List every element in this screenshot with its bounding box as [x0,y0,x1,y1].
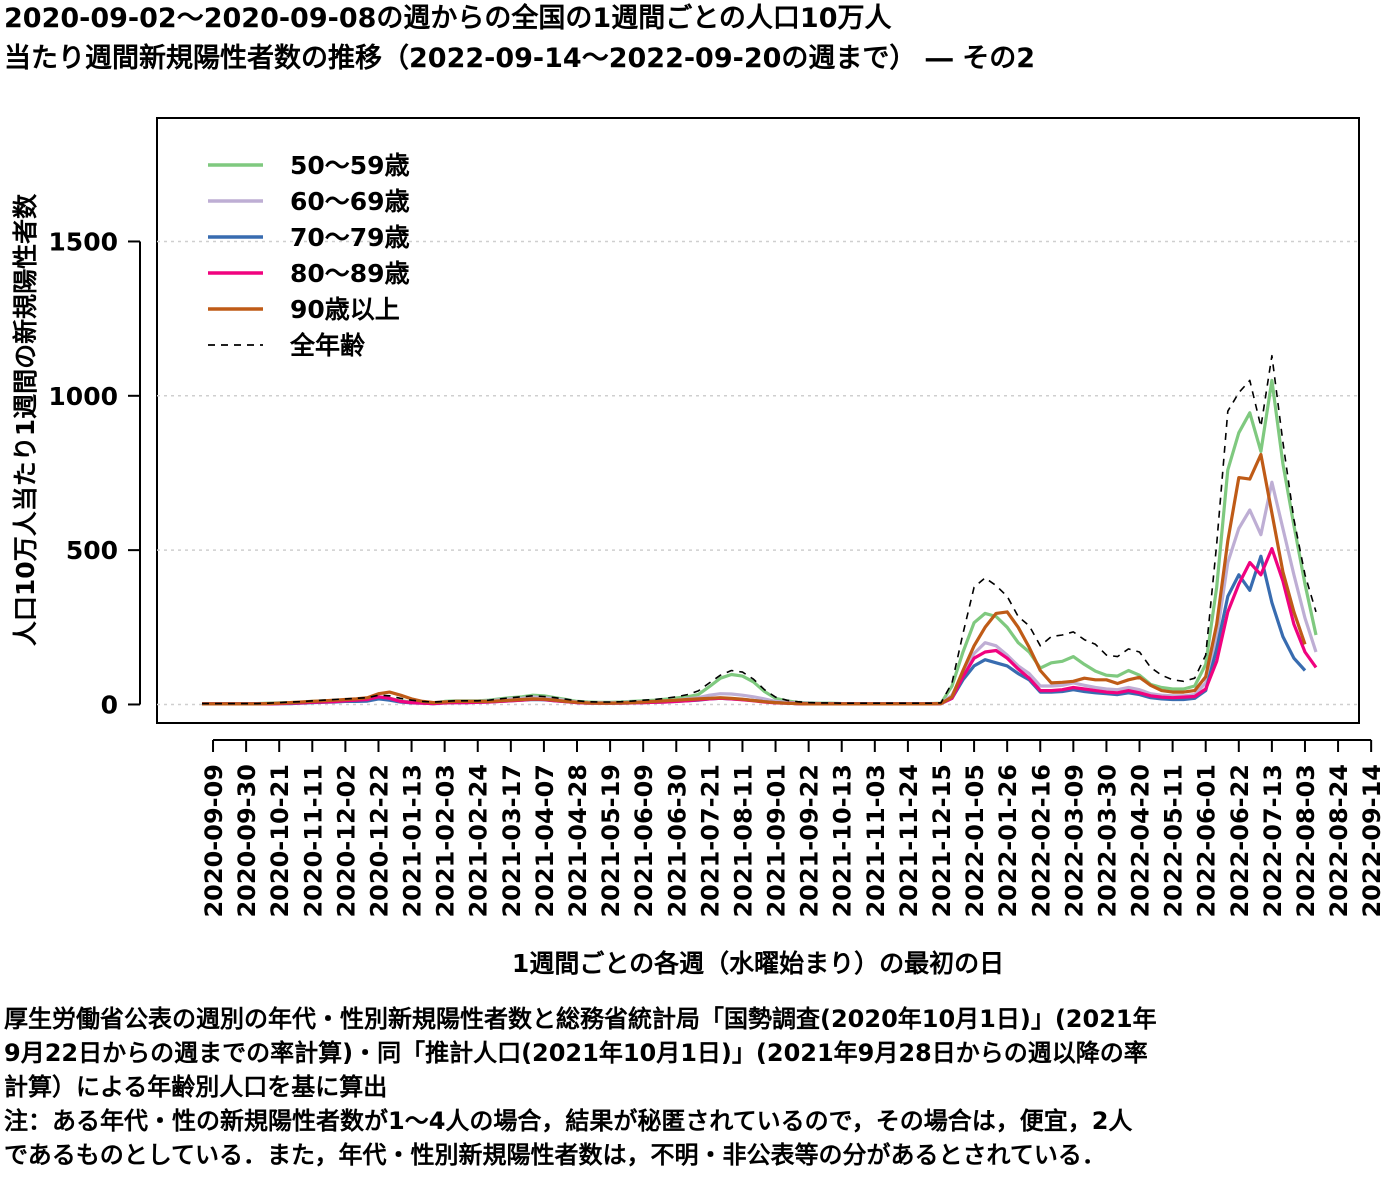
y-tick-label: 0 [101,690,118,719]
x-tick-label: 2021-08-11 [729,764,757,918]
x-axis-label: 1週間ごとの各週（水曜始まり）の最初の日 [512,949,1004,978]
x-tick-label: 2021-02-03 [432,764,460,918]
x-tick-label: 2021-10-13 [829,764,857,918]
legend-label: 60～69歳 [290,187,410,216]
x-tick-label: 2022-01-05 [961,764,989,918]
source-note-line-2: 9月22日からの週までの率計算)・同「推計人口(2021年10月1日)」(202… [4,1039,1148,1067]
chart-area: 0 500 1000 1500 2020-09-09 2020-09-30 2020-10… [11,117,1386,978]
y-axis: 0 500 1000 1500 [48,227,141,719]
x-tick-label: 2021-02-24 [465,764,493,918]
series-line-5 [202,354,1317,705]
x-tick-label: 2021-12-15 [928,764,956,918]
caveat-note-line-2: であるものとしている．また，年代・性別新規陽性者数は，不明・非公表等の分があると… [4,1141,1106,1169]
x-tick-label: 2022-02-16 [1027,764,1055,918]
y-axis-label: 人口10万人当たり1週間の新規陽性者数 [11,193,40,646]
x-tick-label: 2021-11-03 [862,764,890,918]
chart-title-line-2: 当たり週間新規陽性者数の推移（2022-09-14～2022-09-20の週まで… [4,43,1035,74]
x-tick-label: 2022-08-03 [1292,764,1320,918]
series-line-1 [202,480,1318,706]
legend-label: 80～89歳 [290,259,410,288]
x-axis: 2020-09-09 2020-09-30 2020-10-21 2020-11-11… [200,739,1386,918]
source-note-line-1: 厚生労働省公表の週別の年代・性別新規陽性者数と総務省統計局「国勢調査(2020年… [4,1005,1157,1033]
x-tick-label: 2021-05-19 [597,764,625,918]
series-line-4 [202,452,1307,706]
x-tick-label: 2021-06-30 [663,764,691,918]
x-tick-label: 2022-06-22 [1226,764,1254,918]
x-tick-label: 2021-09-01 [763,764,791,918]
y-tick-label: 1000 [48,382,118,411]
grid-lines [157,240,1359,706]
x-tick-label: 2022-05-11 [1160,764,1188,918]
x-tick-label: 2021-04-07 [531,764,559,918]
x-tick-label: 2020-12-02 [332,764,360,918]
x-tick-label: 2020-09-30 [233,764,261,918]
x-tick-label: 2022-07-13 [1259,764,1287,918]
x-tick-label: 2022-03-09 [1060,764,1088,918]
y-tick-label: 1500 [48,227,118,256]
x-tick-label: 2021-01-13 [399,764,427,918]
legend-label: 70～79歳 [290,223,410,252]
x-tick-label: 2022-04-20 [1127,764,1155,918]
caveat-note-line-1: 注：ある年代・性の新規陽性者数が1～4人の場合，結果が秘匿されているので，その場… [4,1107,1133,1135]
x-tick-label: 2022-09-14 [1358,764,1386,918]
x-tick-label: 2022-06-01 [1193,764,1221,918]
legend-label: 50～59歳 [290,151,410,180]
legend-label: 90歳以上 [290,295,400,324]
legend-label: 全年齢 [289,331,365,360]
x-tick-label: 2021-06-09 [630,764,658,918]
plot-frame [156,117,1360,724]
x-tick-label: 2020-12-22 [365,764,393,918]
series-line-3 [202,546,1318,706]
x-tick-label: 2021-09-22 [796,764,824,918]
x-tick-label: 2020-11-11 [299,764,327,918]
x-tick-label: 2021-11-24 [895,764,923,918]
source-note-line-3: 計算）による年齢別人口を基に算出 [4,1073,388,1101]
x-tick-label: 2021-03-17 [498,764,526,918]
chart-title-line-1: 2020-09-02～2020-09-08の週からの全国の1週間ごとの人口10万… [4,3,892,34]
x-tick-label: 2022-01-26 [994,764,1022,918]
x-tick-label: 2022-03-30 [1093,764,1121,918]
x-tick-label: 2020-10-21 [266,764,294,918]
y-tick-label: 500 [66,536,118,565]
x-tick-label: 2022-08-24 [1325,764,1353,918]
x-tick-label: 2020-09-09 [200,764,228,918]
series-lines [202,354,1318,706]
series-line-0 [202,378,1318,706]
x-tick-label: 2021-07-21 [696,764,724,918]
x-tick-label: 2021-04-28 [564,764,592,918]
